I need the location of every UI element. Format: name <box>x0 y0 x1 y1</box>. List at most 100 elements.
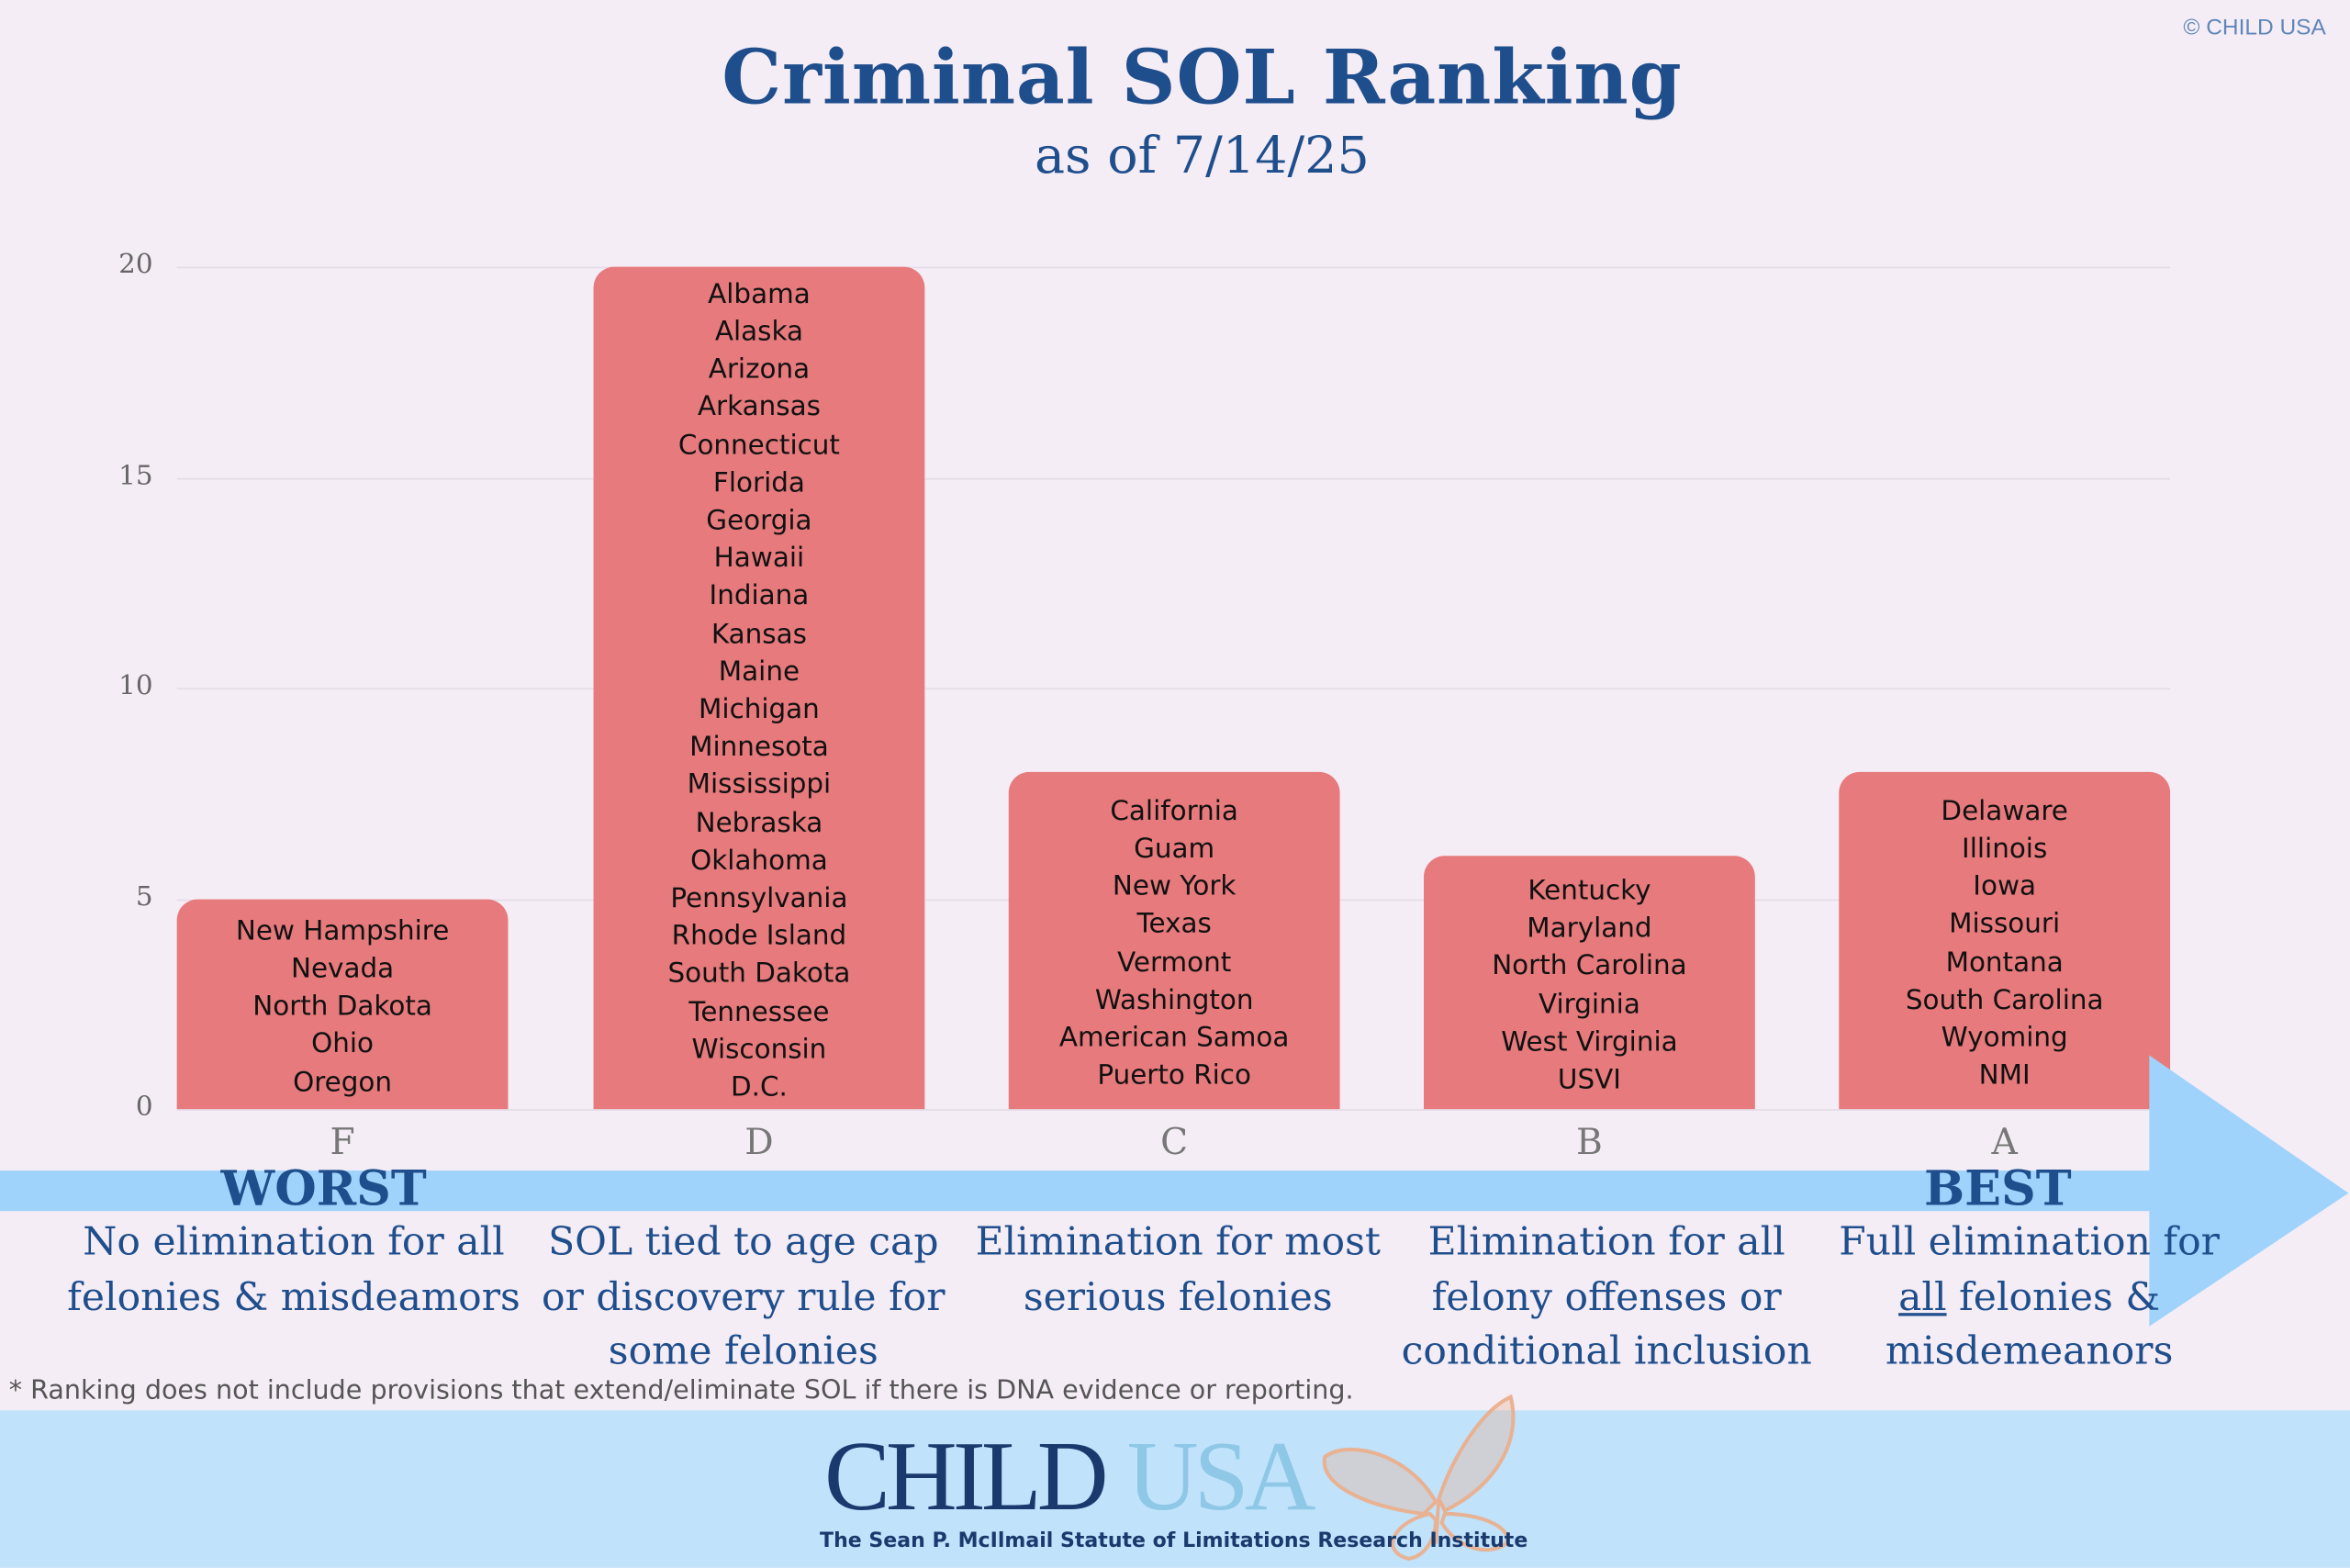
scale-arrow-band <box>0 1170 2153 1212</box>
bar-label-state: Nebraska <box>695 807 823 839</box>
bar-C: California Guam New York Texas Vermont Washin… <box>1008 772 1340 1110</box>
bar-label-state: Arkansas <box>697 391 821 424</box>
x-tick-label: A <box>1991 1121 2018 1163</box>
description-line: some felonies <box>608 1329 878 1375</box>
x-tick-label: D <box>744 1121 774 1163</box>
bar-label-state: Hawaii <box>713 543 805 575</box>
logo-child-text: CHILD <box>823 1422 1109 1532</box>
copyright-notice: © CHILD USA <box>2183 15 2326 41</box>
gridline <box>176 1109 2171 1111</box>
logo-tagline: The Sean P. McIlmail Statute of Limitati… <box>820 1529 1528 1553</box>
description-line: felony offenses or <box>1431 1274 1782 1320</box>
bar-label-state: Texas <box>1136 908 1212 941</box>
y-tick-label: 5 <box>135 880 153 913</box>
bar-label-state: Tennessee <box>688 996 830 1028</box>
bar-label-state: American Samoa <box>1058 1022 1290 1054</box>
bar-label-state: North Carolina <box>1492 950 1687 983</box>
description-line: serious felonies <box>1023 1274 1333 1320</box>
bar-label-state: Puerto Rico <box>1097 1059 1251 1092</box>
description-line: conditional inclusion <box>1401 1329 1812 1375</box>
bar-label-state: Michigan <box>699 693 820 726</box>
logo-usa-text: USA <box>1126 1422 1316 1532</box>
bar-label-state: Kansas <box>711 618 807 650</box>
bar-label-state: Indiana <box>709 580 810 612</box>
bar-label-state: West Virginia <box>1501 1026 1678 1058</box>
bar-label-state: Iowa <box>1973 870 2037 903</box>
grade-description: Elimination for most serious felonies <box>938 1215 1417 1325</box>
grade-description: SOL tied to age cap or discovery rule for… <box>504 1215 983 1380</box>
worst-label: WORST <box>220 1159 427 1217</box>
bar-label-state: North Dakota <box>252 991 432 1023</box>
best-label: BEST <box>1924 1159 2072 1217</box>
gridline <box>176 476 2171 479</box>
bar-A: Delaware Illinois Iowa Missouri Montana South… <box>1839 772 2171 1110</box>
bar-label-state: Maine <box>718 655 800 689</box>
bar-label-state: Washington <box>1094 984 1254 1016</box>
bar-label-state: Missouri <box>1949 908 2061 941</box>
x-tick-label: B <box>1576 1121 1603 1163</box>
bar-label-state: Alaska <box>714 316 803 348</box>
description-line: No elimination for all <box>83 1219 505 1265</box>
description-line: SOL tied to age cap <box>548 1219 939 1265</box>
bar-label-state: New Hampshire <box>235 915 450 947</box>
bar-label-state: Connecticut <box>677 429 840 462</box>
footnote: * Ranking does not include provisions th… <box>8 1375 1354 1406</box>
bar-label-state: Delaware <box>1941 795 2068 827</box>
bar-label-state: Wyoming <box>1941 1022 2068 1054</box>
bar-label-state: Ohio <box>311 1028 375 1060</box>
bar-label-state: Minnesota <box>689 732 829 764</box>
bar-label-state: USVI <box>1557 1064 1621 1096</box>
y-tick-label: 15 <box>118 459 153 491</box>
bar-label-state: Mississippi <box>687 769 832 801</box>
butterfly-logo-icon <box>1322 1394 1516 1562</box>
description-line: misdemeanors <box>1885 1329 2174 1375</box>
chart-subtitle: as of 7/14/25 <box>1034 126 1370 186</box>
y-tick-label: 10 <box>118 669 153 702</box>
bar-label-state: Oklahoma <box>690 845 828 877</box>
chart-title: Criminal SOL Ranking <box>722 32 1683 122</box>
bar-label-state: Kentucky <box>1528 875 1651 907</box>
bar-label-state: Maryland <box>1527 913 1652 946</box>
bar-label-state: Wisconsin <box>691 1034 827 1066</box>
bar-label-state: Rhode Island <box>671 920 847 953</box>
grade-description: Elimination for all felony offenses or con… <box>1367 1215 1846 1380</box>
bar-label-state: Nevada <box>290 953 395 985</box>
bar-label-state: Virginia <box>1539 989 1640 1021</box>
gridline <box>176 266 2171 269</box>
description-line: Elimination for all <box>1427 1219 1785 1265</box>
x-tick-label: F <box>330 1121 355 1163</box>
bar-label-state: South Dakota <box>667 958 851 991</box>
bar-label-state: Oregon <box>293 1066 393 1098</box>
grade-description: Full elimination for all felonies & misdem… <box>1789 1215 2268 1380</box>
bar-F: New Hampshire Nevada North Dakota Ohio Orego… <box>176 898 509 1110</box>
bar-label-state: Florida <box>712 467 805 499</box>
bar-label-state: D.C. <box>731 1071 788 1103</box>
emphasis-all: all <box>1898 1274 1947 1320</box>
y-tick-label: 20 <box>118 249 153 281</box>
grade-description: No elimination for all felonies & misdeam… <box>54 1215 533 1325</box>
bar-label-state: Vermont <box>1117 946 1232 979</box>
description-line: Full elimination for <box>1839 1219 2220 1265</box>
bar-label-state: Arizona <box>708 353 811 386</box>
description-line: all felonies & <box>1898 1274 2161 1320</box>
y-tick-label: 0 <box>135 1091 153 1123</box>
footer-band <box>0 1410 2350 1568</box>
bar-label-state: NMI <box>1978 1059 2031 1092</box>
gridline <box>176 688 2171 690</box>
bar-label-state: Montana <box>1945 946 2064 979</box>
description-line: Elimination for most <box>975 1219 1381 1265</box>
bar-label-state: Illinois <box>1962 833 2048 865</box>
bar-D: Albama Alaska Arizona Arkansas Connecticut Fl… <box>593 266 925 1110</box>
description-line: or discovery rule for <box>542 1274 946 1320</box>
bar-label-state: Pennsylvania <box>670 882 848 914</box>
bar-label-state: New York <box>1112 870 1237 903</box>
bar-label-state: California <box>1110 795 1238 827</box>
bar-label-state: Albama <box>708 278 811 310</box>
bar-label-state: Georgia <box>706 505 812 537</box>
bar-label-state: South Carolina <box>1905 984 2104 1016</box>
bar-B: Kentucky Maryland North Carolina Virginia We… <box>1424 856 1755 1110</box>
description-line: felonies & misdeamors <box>67 1274 520 1320</box>
bar-label-state: Guam <box>1134 833 1215 865</box>
arrow-head-icon <box>2149 1055 2349 1327</box>
